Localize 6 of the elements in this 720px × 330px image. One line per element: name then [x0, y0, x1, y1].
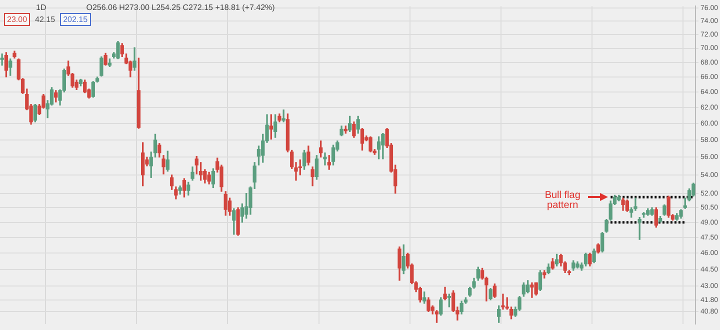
annotation: O256.06 H273.00 L254.25 C272.15 +18.81 (+7.42%) — [86, 3, 275, 12]
annotation: 42.15 — [35, 15, 56, 24]
annotation: 1D — [36, 3, 46, 12]
annotation: 202.15 — [60, 13, 91, 26]
annotation: Bull flag pattern — [544, 190, 582, 212]
annotation: 23.00 — [4, 13, 30, 26]
